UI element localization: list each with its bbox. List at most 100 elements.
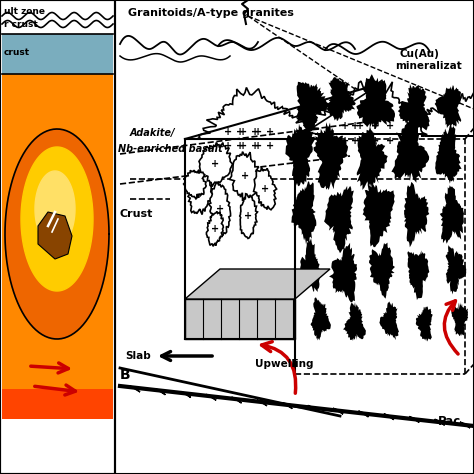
Text: +: + [261,184,269,194]
Polygon shape [343,302,366,341]
Polygon shape [357,127,388,190]
Text: +: + [236,141,244,151]
Text: +: + [211,224,219,234]
Text: +: + [356,136,364,146]
Polygon shape [418,91,474,136]
Text: Nb-enriched basalt: Nb-enriched basalt [118,144,223,154]
Text: +: + [371,121,379,131]
Text: +: + [251,127,259,137]
Polygon shape [38,212,72,259]
Polygon shape [392,118,429,183]
Polygon shape [185,269,330,299]
Polygon shape [435,124,462,183]
Polygon shape [363,183,395,247]
Text: +: + [244,211,252,221]
Polygon shape [310,298,331,340]
Polygon shape [183,170,206,199]
Polygon shape [296,82,329,132]
Text: +: + [239,127,247,137]
Text: +: + [266,127,274,137]
Text: +: + [356,121,364,131]
Text: +: + [241,171,249,181]
Text: +: + [351,136,359,146]
Text: +: + [239,141,247,151]
FancyArrowPatch shape [444,301,458,354]
Text: +: + [224,127,232,137]
Polygon shape [257,400,267,406]
Text: +: + [371,136,379,146]
Text: +: + [236,127,244,137]
Polygon shape [292,182,316,245]
Polygon shape [303,81,435,134]
Bar [185,299,295,339]
Polygon shape [240,194,257,238]
Polygon shape [460,422,470,428]
Polygon shape [5,129,109,339]
Bar [0,0,115,474]
Polygon shape [435,85,462,128]
Text: +: + [351,121,359,131]
Text: +: + [254,127,262,137]
Text: Cu(Au): Cu(Au) [400,49,440,59]
Polygon shape [229,152,259,200]
Text: +: + [341,121,349,131]
Polygon shape [398,84,429,133]
Text: ult zone: ult zone [4,7,45,16]
Polygon shape [188,174,212,214]
Text: +: + [224,141,232,151]
Text: +: + [251,141,259,151]
Polygon shape [358,411,368,417]
Text: Crust: Crust [120,209,154,219]
Bar [0,0,115,474]
Bar [2,34,113,74]
Text: mineralizat: mineralizat [395,61,462,71]
Polygon shape [356,74,395,128]
Polygon shape [130,386,140,392]
Polygon shape [283,402,292,409]
Polygon shape [407,250,429,300]
Text: +: + [254,141,262,151]
Polygon shape [416,307,433,342]
Text: +: + [196,189,204,199]
Polygon shape [231,397,242,403]
Polygon shape [299,238,320,292]
Polygon shape [326,77,356,121]
Text: Adakite/: Adakite/ [130,128,175,138]
Polygon shape [207,211,223,246]
Text: +: + [371,121,379,131]
Polygon shape [369,243,395,299]
Polygon shape [181,392,191,398]
Text: B: B [120,368,131,382]
Polygon shape [451,302,468,336]
Text: r crust: r crust [4,20,38,29]
Text: Upwelling: Upwelling [255,359,313,369]
Text: +: + [211,159,219,169]
Polygon shape [155,389,165,395]
Bar [2,389,113,419]
Text: +: + [216,204,224,214]
Polygon shape [197,88,316,139]
Text: +: + [371,136,379,146]
Text: +: + [386,121,394,131]
Polygon shape [21,147,93,291]
Bar [115,0,474,474]
Bar [2,74,113,419]
Polygon shape [384,414,394,419]
Polygon shape [409,417,419,422]
Text: crust: crust [4,47,30,56]
Text: Granitoids/A-type granites: Granitoids/A-type granites [128,8,294,18]
Polygon shape [446,245,466,294]
Polygon shape [379,301,399,340]
Text: +: + [266,141,274,151]
Polygon shape [404,182,429,247]
Polygon shape [440,185,464,244]
Polygon shape [333,408,343,414]
Text: Slab: Slab [125,351,151,361]
Polygon shape [206,394,216,401]
Polygon shape [254,167,277,210]
Polygon shape [329,243,357,302]
Polygon shape [324,186,354,253]
Polygon shape [35,171,75,247]
FancyArrowPatch shape [262,342,296,393]
Polygon shape [308,405,318,411]
